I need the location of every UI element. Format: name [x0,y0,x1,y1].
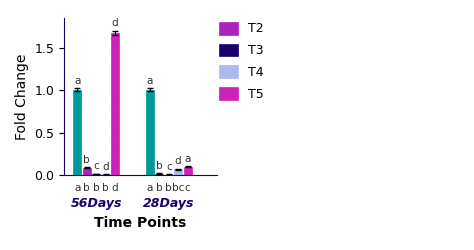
Text: a: a [184,154,191,164]
Bar [165,174,173,175]
Text: a: a [74,183,81,193]
Bar [155,174,164,175]
X-axis label: Time Points: Time Points [94,216,187,230]
Text: c: c [93,161,99,171]
Text: bc: bc [172,183,184,193]
Text: d: d [102,162,109,172]
Bar [146,90,154,175]
Text: b: b [83,183,90,193]
Text: b: b [156,161,163,171]
Text: b: b [156,183,163,193]
Text: a: a [74,76,81,86]
Text: b: b [165,183,172,193]
Bar [83,168,91,175]
Text: a: a [147,76,153,86]
Text: d: d [112,18,118,28]
Text: c: c [185,183,191,193]
Bar [101,174,109,175]
Bar [183,167,191,175]
Legend: T2, T3, T4, T5: T2, T3, T4, T5 [214,17,268,106]
Bar [174,169,182,175]
Text: c: c [166,162,172,172]
Bar [92,174,100,175]
Y-axis label: Fold Change: Fold Change [15,54,29,140]
Text: b: b [102,183,109,193]
Text: b: b [93,183,100,193]
Text: b: b [83,154,90,164]
Text: d: d [112,183,118,193]
Text: a: a [147,183,153,193]
Text: d: d [175,156,182,166]
Bar [111,33,119,175]
Bar [73,90,82,175]
